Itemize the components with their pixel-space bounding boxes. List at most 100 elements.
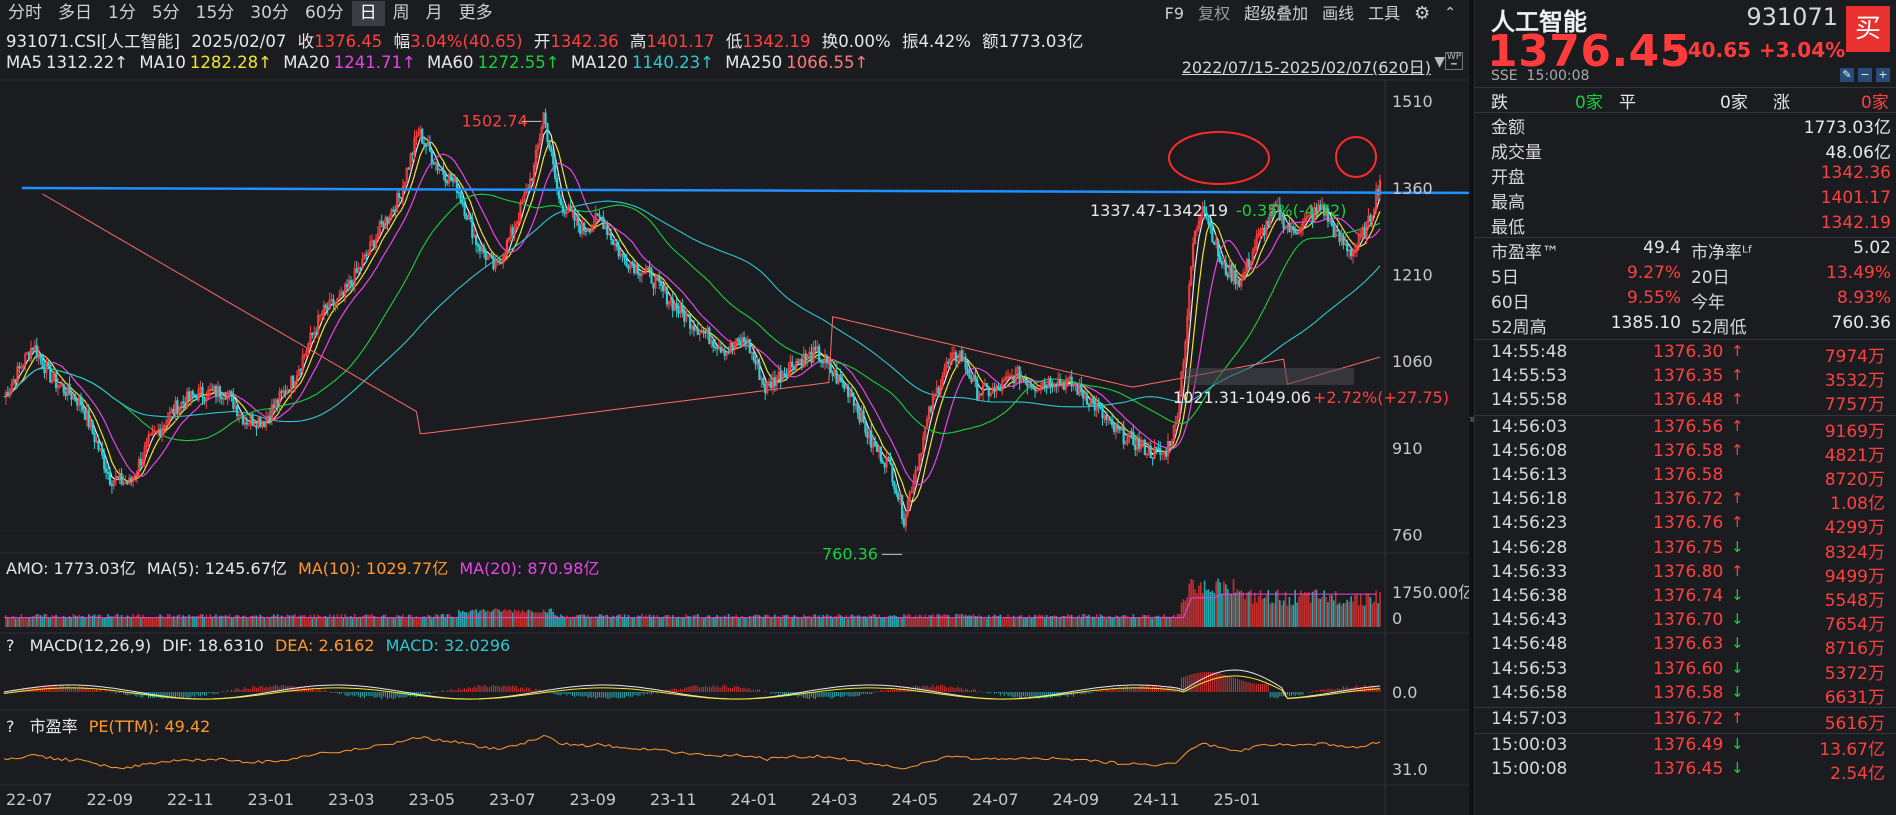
amo-bar (920, 615, 923, 627)
candle-body (1087, 404, 1091, 406)
period-tab-active[interactable]: 日 (351, 1, 385, 26)
candle-body (1301, 220, 1305, 229)
amo-bar (350, 616, 352, 627)
amo-bar (710, 617, 713, 627)
candle-body (579, 225, 582, 234)
candle-body (1049, 377, 1052, 387)
amo-bar (623, 614, 626, 627)
period-tab[interactable]: 5分 (151, 3, 180, 23)
candle-body (914, 469, 917, 483)
period-tab[interactable]: 15分 (195, 3, 235, 23)
chevron-right-icon[interactable]: » (1469, 412, 1477, 426)
amo-bar (1093, 617, 1096, 627)
tick-row: 14:55:53 1376.35 ↑ 3532万 (1475, 366, 1896, 391)
candle-body (143, 446, 146, 460)
candle-body (773, 377, 776, 387)
edit-icon[interactable]: ✎ (1840, 68, 1854, 82)
tick-price: 1376.70 (1653, 610, 1724, 631)
candle-body (353, 268, 356, 287)
amo-bar (400, 616, 402, 627)
f9-button[interactable]: F9 (1164, 4, 1185, 23)
amo-bar (490, 611, 493, 627)
index-code: 931071 (1746, 3, 1838, 31)
amo-bar (240, 617, 242, 627)
candle-body (1269, 211, 1272, 226)
minus-icon[interactable]: − (1858, 68, 1872, 82)
candle-body (1105, 415, 1108, 420)
buy-button[interactable]: 买 (1846, 6, 1890, 52)
amo-bar (1099, 614, 1102, 627)
kline-chart-area[interactable]: 分时 多日 1分 5分 15分 30分 60分 日 周 月 更多 F9 复权 超… (0, 0, 1469, 815)
amo-bar (957, 614, 959, 627)
help-icon[interactable]: ? (6, 717, 15, 736)
tick-volume: 9169万 (1824, 421, 1885, 442)
amo-bar (230, 617, 233, 627)
triangle-down-icon[interactable]: ▼ (1434, 54, 1445, 70)
candle-body (912, 481, 915, 493)
candle-body (1369, 215, 1372, 222)
gear-icon[interactable]: ⚙ (1414, 3, 1431, 24)
chevron-up-icon[interactable]: ⌃ (1444, 5, 1456, 21)
amo-bar (431, 618, 433, 627)
amo-bar (355, 617, 358, 627)
amo-bar (84, 617, 86, 627)
period-tab[interactable]: 多日 (58, 3, 92, 23)
candle-body (675, 303, 678, 311)
candle-body (974, 375, 977, 380)
period-tab[interactable]: 30分 (250, 3, 289, 23)
amo-bar (644, 615, 647, 627)
period-tab[interactable]: 周 (392, 3, 410, 23)
period-tab[interactable]: 60分 (304, 3, 344, 23)
draw-line-button[interactable]: 画线 (1322, 4, 1355, 23)
amo-bar (1359, 594, 1362, 627)
amo-bar (604, 614, 607, 627)
candle-body (1132, 432, 1135, 446)
candle-body (939, 385, 942, 394)
amo-bar (1321, 596, 1323, 627)
amo-bar (203, 617, 206, 627)
rise-label: 涨 (1773, 93, 1790, 113)
more-button[interactable]: 更多 (458, 3, 493, 23)
candle-body (899, 494, 902, 500)
tick-volume: 5616万 (1824, 714, 1885, 734)
date-range-selector[interactable]: 2022/07/15-2025/02/07(620日) (1181, 58, 1431, 77)
candle-body (58, 384, 61, 387)
tools-button[interactable]: 工具 (1368, 4, 1401, 23)
wp-icon[interactable]: WP ━ (1445, 52, 1463, 70)
candle-body (105, 468, 108, 473)
plus-icon[interactable]: + (1876, 68, 1890, 82)
candle-body (54, 373, 58, 388)
amo-bar (377, 617, 379, 627)
amo-bar (1327, 602, 1329, 627)
adjust-button[interactable]: 复权 (1198, 4, 1231, 23)
period-tab[interactable]: 分时 (8, 3, 42, 23)
amo-bar (1072, 617, 1075, 627)
candle-body (340, 291, 343, 296)
candle-body (432, 161, 435, 165)
amo-bar (1296, 602, 1298, 627)
period-tab[interactable]: 1分 (108, 3, 136, 23)
overlay-button[interactable]: 超级叠加 (1244, 4, 1309, 23)
low-value: 1342.19 (1820, 213, 1891, 233)
amo-bar (903, 614, 905, 627)
amo-bar (1076, 616, 1079, 627)
amo-bar (278, 617, 281, 627)
panel-splitter[interactable] (1469, 0, 1474, 815)
candle-body (1284, 225, 1287, 229)
candle-body (47, 361, 50, 366)
candle-body (1143, 440, 1146, 456)
candle-body (239, 414, 243, 416)
period-tab[interactable]: 月 (425, 3, 443, 23)
amo-bar (253, 615, 256, 627)
amo-bar (357, 616, 360, 627)
help-icon[interactable]: ? (6, 636, 15, 655)
candle-body (1346, 242, 1349, 252)
amo-bar (504, 609, 506, 627)
amo-bar (845, 615, 847, 627)
candle-body (1018, 366, 1021, 383)
candle-body (1236, 279, 1239, 285)
amo-bar (382, 614, 385, 627)
candle-body (692, 326, 696, 331)
candle-body (209, 389, 212, 391)
candle-body (411, 153, 414, 156)
